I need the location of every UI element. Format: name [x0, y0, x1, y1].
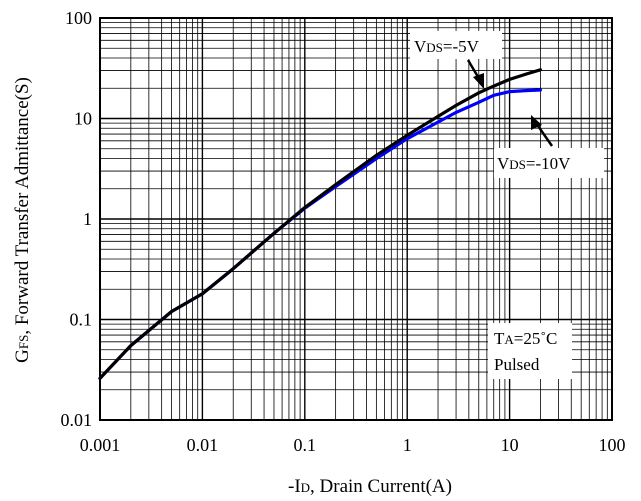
annotation-vds-5v: VDS=-5V — [410, 31, 502, 89]
y-tick-label: 0.01 — [61, 410, 93, 430]
x-tick-label: 100 — [599, 435, 626, 455]
x-tick-label: 0.1 — [294, 435, 317, 455]
y-tick-label: 1 — [83, 209, 92, 229]
annotation-conditions: TA=25˚C Pulsed — [488, 323, 572, 379]
x-tick-label: 10 — [501, 435, 519, 455]
annotation-conditions-box — [488, 323, 572, 379]
tick-labels: 0.001 0.01 0.1 1 10 100 0.01 0.1 1 10 100 — [61, 8, 626, 455]
annotation-vds-10v-text: VDS=-10V — [497, 154, 571, 173]
x-tick-label: 0.01 — [187, 435, 219, 455]
series-layer — [98, 68, 543, 380]
y-tick-label: 10 — [74, 109, 92, 129]
x-tick-label: 0.001 — [80, 435, 121, 455]
y-tick-label: 100 — [65, 8, 92, 28]
annotation-vds-10v: VDS=-10V — [494, 115, 604, 178]
annotation-vds-10v-box — [494, 148, 604, 178]
plot-frame — [99, 17, 613, 421]
annotation-vds-10v-arrow — [534, 122, 554, 147]
series-line-0 — [98, 68, 543, 380]
annotation-conditions-line1: TA=25˚C — [494, 329, 557, 348]
annotation-vds-5v-text: VDS=-5V — [414, 37, 480, 56]
annotation-vds-5v-arrowhead — [473, 73, 484, 89]
annotation-conditions-line2: Pulsed — [494, 355, 540, 374]
y-tick-label: 0.1 — [70, 310, 93, 330]
x-axis-label: -ID, Drain Current(A) — [288, 476, 452, 497]
y-axis-label: GFS, Forward Transfer Admittance(S) — [12, 77, 33, 363]
x-tick-label: 1 — [403, 435, 412, 455]
annotation-vds-5v-box — [410, 31, 502, 59]
annotation-vds-10v-arrowhead — [531, 115, 542, 130]
